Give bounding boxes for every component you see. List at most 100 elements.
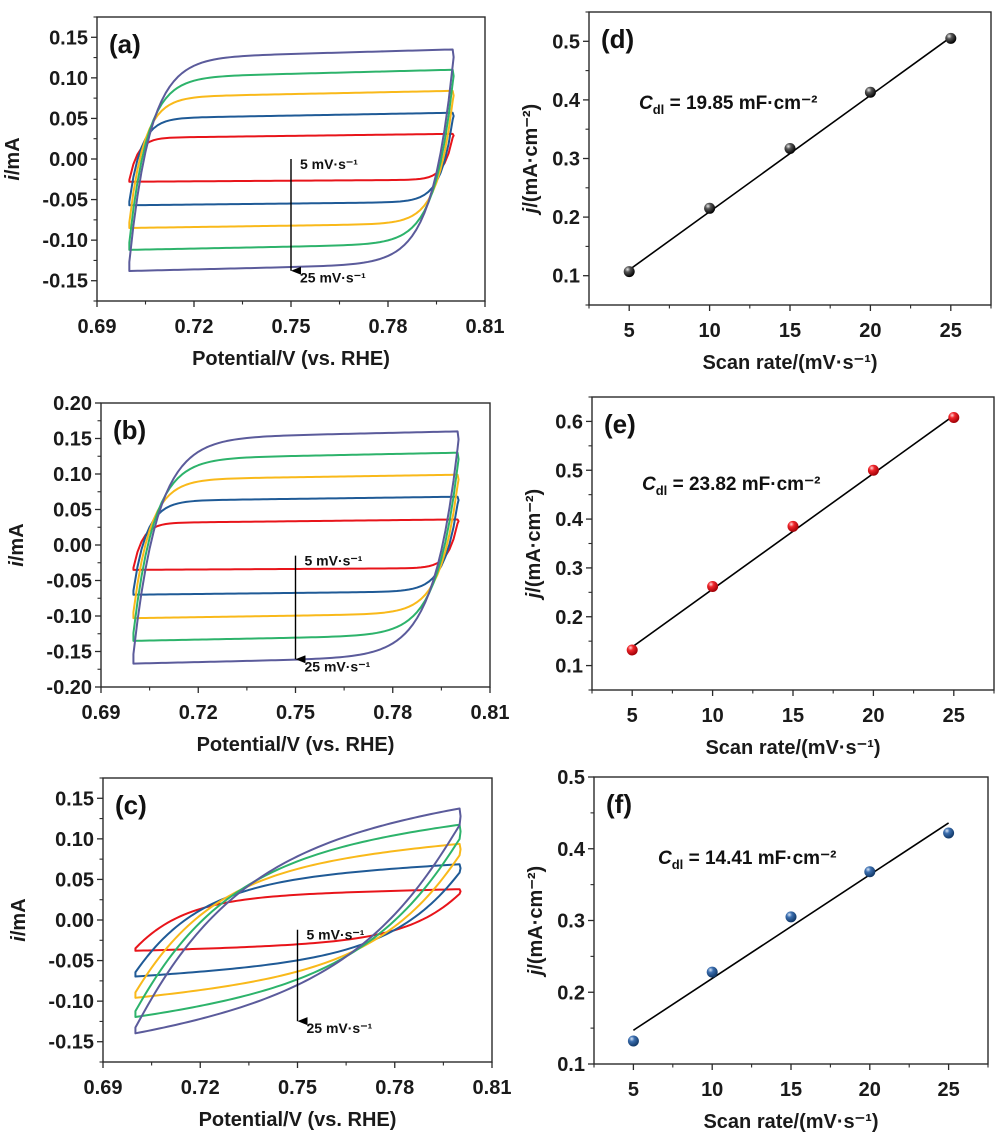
x-tick-label: 0.78 [369,316,408,338]
y-tick-label: -0.15 [48,1032,94,1054]
cdl-value-text: = 14.41 mF·cm⁻² [683,848,836,869]
cv-curve-25-mv-s [134,807,462,1035]
y-tick-label: 0.05 [55,869,94,891]
cv-curve-15-mv-s [132,473,460,620]
cv-curve-15-mv-s [128,89,455,229]
y-tick-label: 0.05 [49,108,88,130]
x-axis-title: Scan rate/(mV·s⁻¹) [703,1111,878,1133]
cv-curve-5-mv-s [132,518,460,571]
x-axis-title: Scan rate/(mV·s⁻¹) [705,737,880,759]
panel-e-linear-fit-chart: 5 10 15 20 25 0.1 0.2 0.3 0.4 0.5 0.6 Scan rate/(mV… [523,396,995,759]
data-point [626,644,638,656]
plot-frame [588,11,992,306]
cdl-symbol: C [642,474,656,495]
x-tick-label: 10 [698,320,720,342]
data-point [867,464,879,476]
annotation-5-mv-s: 5 mV·s⁻¹ [300,156,358,172]
y-axis-title-symbol: j [525,969,547,978]
y-tick-label: 0.3 [552,149,580,171]
y-axis-title: j/(mA·cm⁻²) [520,104,542,216]
x-tick-label: 20 [859,320,881,342]
y-tick-label: -0.15 [46,642,92,664]
annotation-25-mv-s: 25 mV·s⁻¹ [300,270,366,286]
x-tick-label: 5 [628,1079,639,1101]
data-point [784,143,796,155]
panel-b-cv-chart: 0.69 0.72 0.75 0.78 0.81 0.20 0.15 0.10 0.05 0.00… [6,393,509,756]
cv-curve-10-mv-s [134,863,462,978]
y-tick-label: -0.10 [46,606,92,628]
cv-curve-20-mv-s [128,68,455,251]
cv-curve-25-mv-s [132,430,460,665]
y-axis-title-unit: /mA [8,898,30,936]
x-tick-label: 0.72 [181,1077,220,1099]
panel-label: (e) [604,409,636,439]
cdl-subscript: dl [653,102,665,117]
x-tick-label: 20 [862,705,884,727]
y-axis-title-unit: /(mA·cm⁻²) [525,866,547,970]
cdl-value-text: = 19.85 mF·cm⁻² [664,93,817,114]
y-tick-label: 0.10 [55,829,94,851]
annotation-5-mv-s: 5 mV·s⁻¹ [305,553,363,569]
y-tick-label: 0.2 [552,207,580,229]
panel-label: (d) [601,24,634,54]
data-point [943,827,955,839]
y-tick-label: 0.1 [552,266,580,288]
y-axis-title-unit: /(mA·cm⁻²) [523,489,545,593]
y-axis-title-unit: /(mA·cm⁻²) [520,104,542,208]
y-tick-label: 0.00 [53,535,92,557]
x-tick-label: 0.69 [84,1077,123,1099]
data-point [864,86,876,98]
x-tick-label: 25 [937,1079,959,1101]
cv-curve-10-mv-s [132,495,460,596]
y-axis-title-symbol: i [6,561,28,567]
x-tick-label: 5 [627,705,638,727]
data-point [864,866,876,878]
y-axis-title: j/(mA·cm⁻²) [523,489,545,601]
data-point [945,32,957,44]
cdl-annotation: Cdl = 19.85 mF·cm⁻² [639,93,817,117]
cv-curve-25-mv-s [128,48,455,272]
y-tick-label: -0.05 [42,190,88,212]
cdl-symbol: C [658,848,672,869]
cv-curve-5-mv-s [134,888,462,952]
y-tick-label: -0.05 [48,951,94,973]
panel-f-linear-fit-chart: 5 10 15 20 25 0.1 0.2 0.3 0.4 0.5 Scan rate/(mV·s⁻… [525,767,989,1133]
y-tick-label: 0.3 [555,558,583,580]
x-tick-label: 0.72 [175,316,214,338]
x-tick-label: 15 [782,705,804,727]
x-tick-label: 0.78 [375,1077,414,1099]
y-tick-label: 0.5 [557,767,585,789]
y-axis-title-symbol: i [8,936,30,942]
y-tick-label: 0.10 [49,68,88,90]
y-axis-title: i/mA [6,523,28,566]
x-tick-label: 0.78 [373,702,412,724]
y-tick-label: 0.5 [552,31,580,53]
y-tick-label: 0.4 [555,509,584,531]
panel-label: (c) [115,790,147,820]
x-tick-label: 10 [701,705,723,727]
x-tick-label: 25 [940,320,962,342]
cdl-annotation: Cdl = 14.41 mF·cm⁻² [658,848,836,872]
y-tick-label: 0.1 [557,1054,585,1076]
cv-curve-20-mv-s [132,451,460,642]
annotation-25-mv-s: 25 mV·s⁻¹ [307,1020,373,1036]
y-tick-label: -0.10 [42,230,88,252]
y-tick-label: 0.15 [49,27,88,49]
x-tick-label: 5 [624,320,635,342]
y-tick-label: -0.20 [46,677,92,699]
y-tick-label: 0.4 [557,839,586,861]
x-tick-label: 25 [943,705,965,727]
y-axis-title-unit: /mA [6,523,28,561]
y-axis-title-symbol: j [523,592,545,601]
x-tick-label: 15 [779,320,801,342]
panel-label: (a) [109,29,141,59]
y-tick-label: 0.2 [555,607,583,629]
y-tick-label: 0.15 [53,429,92,451]
x-tick-label: 0.75 [272,316,311,338]
cdl-value-text: = 23.82 mF·cm⁻² [667,474,820,495]
data-point [707,580,719,592]
x-tick-label: 0.75 [278,1077,317,1099]
y-tick-label: 0.00 [55,910,94,932]
data-point [787,520,799,532]
